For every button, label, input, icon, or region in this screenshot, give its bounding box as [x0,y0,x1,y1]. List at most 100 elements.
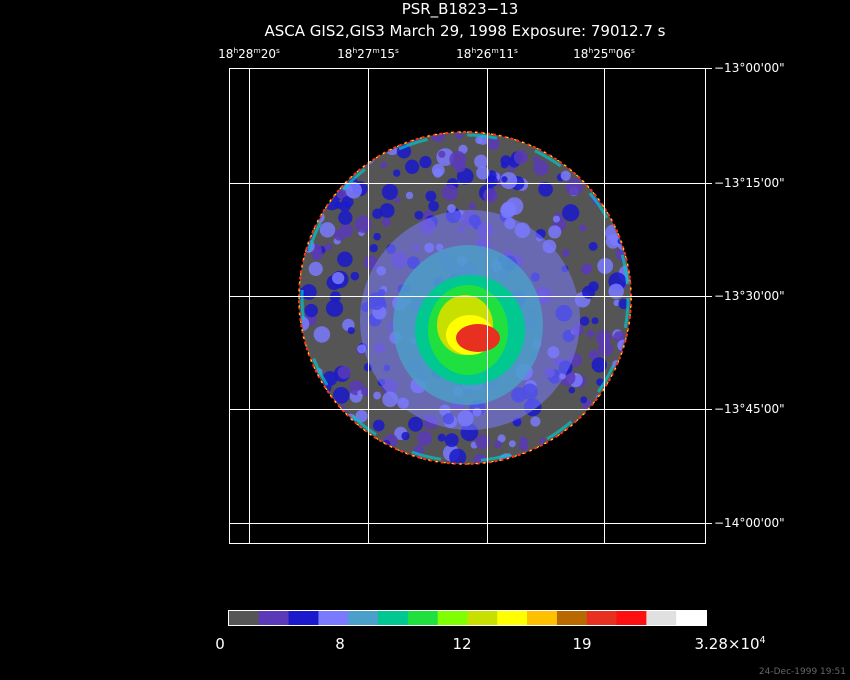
noise-blob [300,284,317,300]
superscript: s [514,46,518,55]
colorbar-swatch [437,611,468,625]
colorbar-label: 8 [335,635,345,653]
noise-blob [405,191,414,200]
noise-blob [332,271,345,285]
colorbar-swatch [556,611,588,625]
noise-blob [373,232,381,241]
noise-blob [552,215,561,223]
colorbar-swatch [258,611,289,625]
noise-blob [588,349,600,361]
colorbar-label: 0 [215,635,225,653]
noise-blob [437,433,446,442]
noise-blob [468,202,476,210]
noise-blob [513,150,528,165]
noise-blob [308,261,323,276]
noise-blob [605,234,621,249]
colorbar-swatch [378,611,409,625]
noise-blob [337,251,353,268]
noise-blob [561,249,570,258]
label-part: 0 [215,635,225,653]
superscript: s [276,46,280,55]
colorbar-label: 19 [572,635,591,653]
colorbar-swatch [616,611,647,625]
noise-blob [408,416,423,432]
noise-blob [319,222,336,238]
noise-blob [591,317,599,325]
noise-blob [372,419,385,432]
noise-blob [417,430,433,446]
noise-blob [538,182,553,197]
noise-blob [501,176,508,183]
colorbar-label: 12 [452,635,471,653]
dec-label: −13°30'00" [714,289,785,303]
noise-blob [392,169,401,177]
noise-blob [474,154,488,169]
noise-blob [582,285,596,299]
noise-blob [580,396,588,404]
label-part: 20 [261,47,276,61]
ra-label: 18h26m11s [456,46,518,61]
label-part: 25 [593,47,608,61]
noise-blob [337,365,351,379]
noise-blob [595,329,612,346]
noise-blob [339,223,354,238]
noise-blob [334,201,342,209]
noise-blob [494,440,502,449]
noise-blob [475,434,491,450]
noise-blob [530,416,541,427]
noise-blob [476,166,490,180]
colorbar-swatch [467,611,498,625]
noise-blob [355,409,368,423]
superscript: s [395,46,399,55]
noise-blob [532,156,540,163]
noise-blob [608,283,624,300]
noise-blob [405,159,420,174]
noise-blob [431,133,445,143]
noise-blob [533,160,549,176]
superscript: m [491,46,498,55]
noise-blob [449,151,467,168]
noise-blob [379,203,395,219]
noise-blob [401,431,410,441]
noise-blob [354,215,372,233]
noise-blob [561,204,580,222]
noise-blob [560,170,571,181]
label-part: 06 [616,47,631,61]
superscript: h [352,46,357,55]
label-part: 18 [218,47,233,61]
noise-blob [444,433,459,448]
dec-label: −13°45'00" [714,402,785,416]
label-part: 18 [456,47,471,61]
noise-blob [584,264,593,272]
label-part: 3.28×10 [695,635,760,653]
noise-blob [579,316,590,326]
colorbar-swatch [407,611,438,625]
noise-blob [548,225,562,239]
colorbar-swatch [288,611,319,625]
label-part: 19 [572,635,591,653]
noise-blob [586,329,595,338]
superscript: m [372,46,379,55]
noise-blob [373,391,382,400]
noise-blob [447,203,456,213]
noise-blob [381,183,399,200]
noise-blob [579,224,587,232]
noise-blob [428,200,439,212]
noise-blob [369,244,378,253]
noise-blob [313,326,331,343]
colorbar-swatch [318,611,349,625]
noise-blob [473,453,487,463]
noise-blob [380,161,388,169]
noise-blob [483,188,498,203]
noise-blob [324,243,333,251]
superscript: m [253,46,260,55]
label-part: 28 [238,47,253,61]
noise-blob [372,208,383,220]
subtitle: ASCA GIS2,GIS3 March 29, 1998 Exposure: … [265,22,666,40]
label-part: 11 [499,47,514,61]
title: PSR_B1823−13 [402,0,519,19]
noise-blob [565,178,583,196]
label-part: 26 [476,47,491,61]
colorbar-swatch [348,611,379,625]
